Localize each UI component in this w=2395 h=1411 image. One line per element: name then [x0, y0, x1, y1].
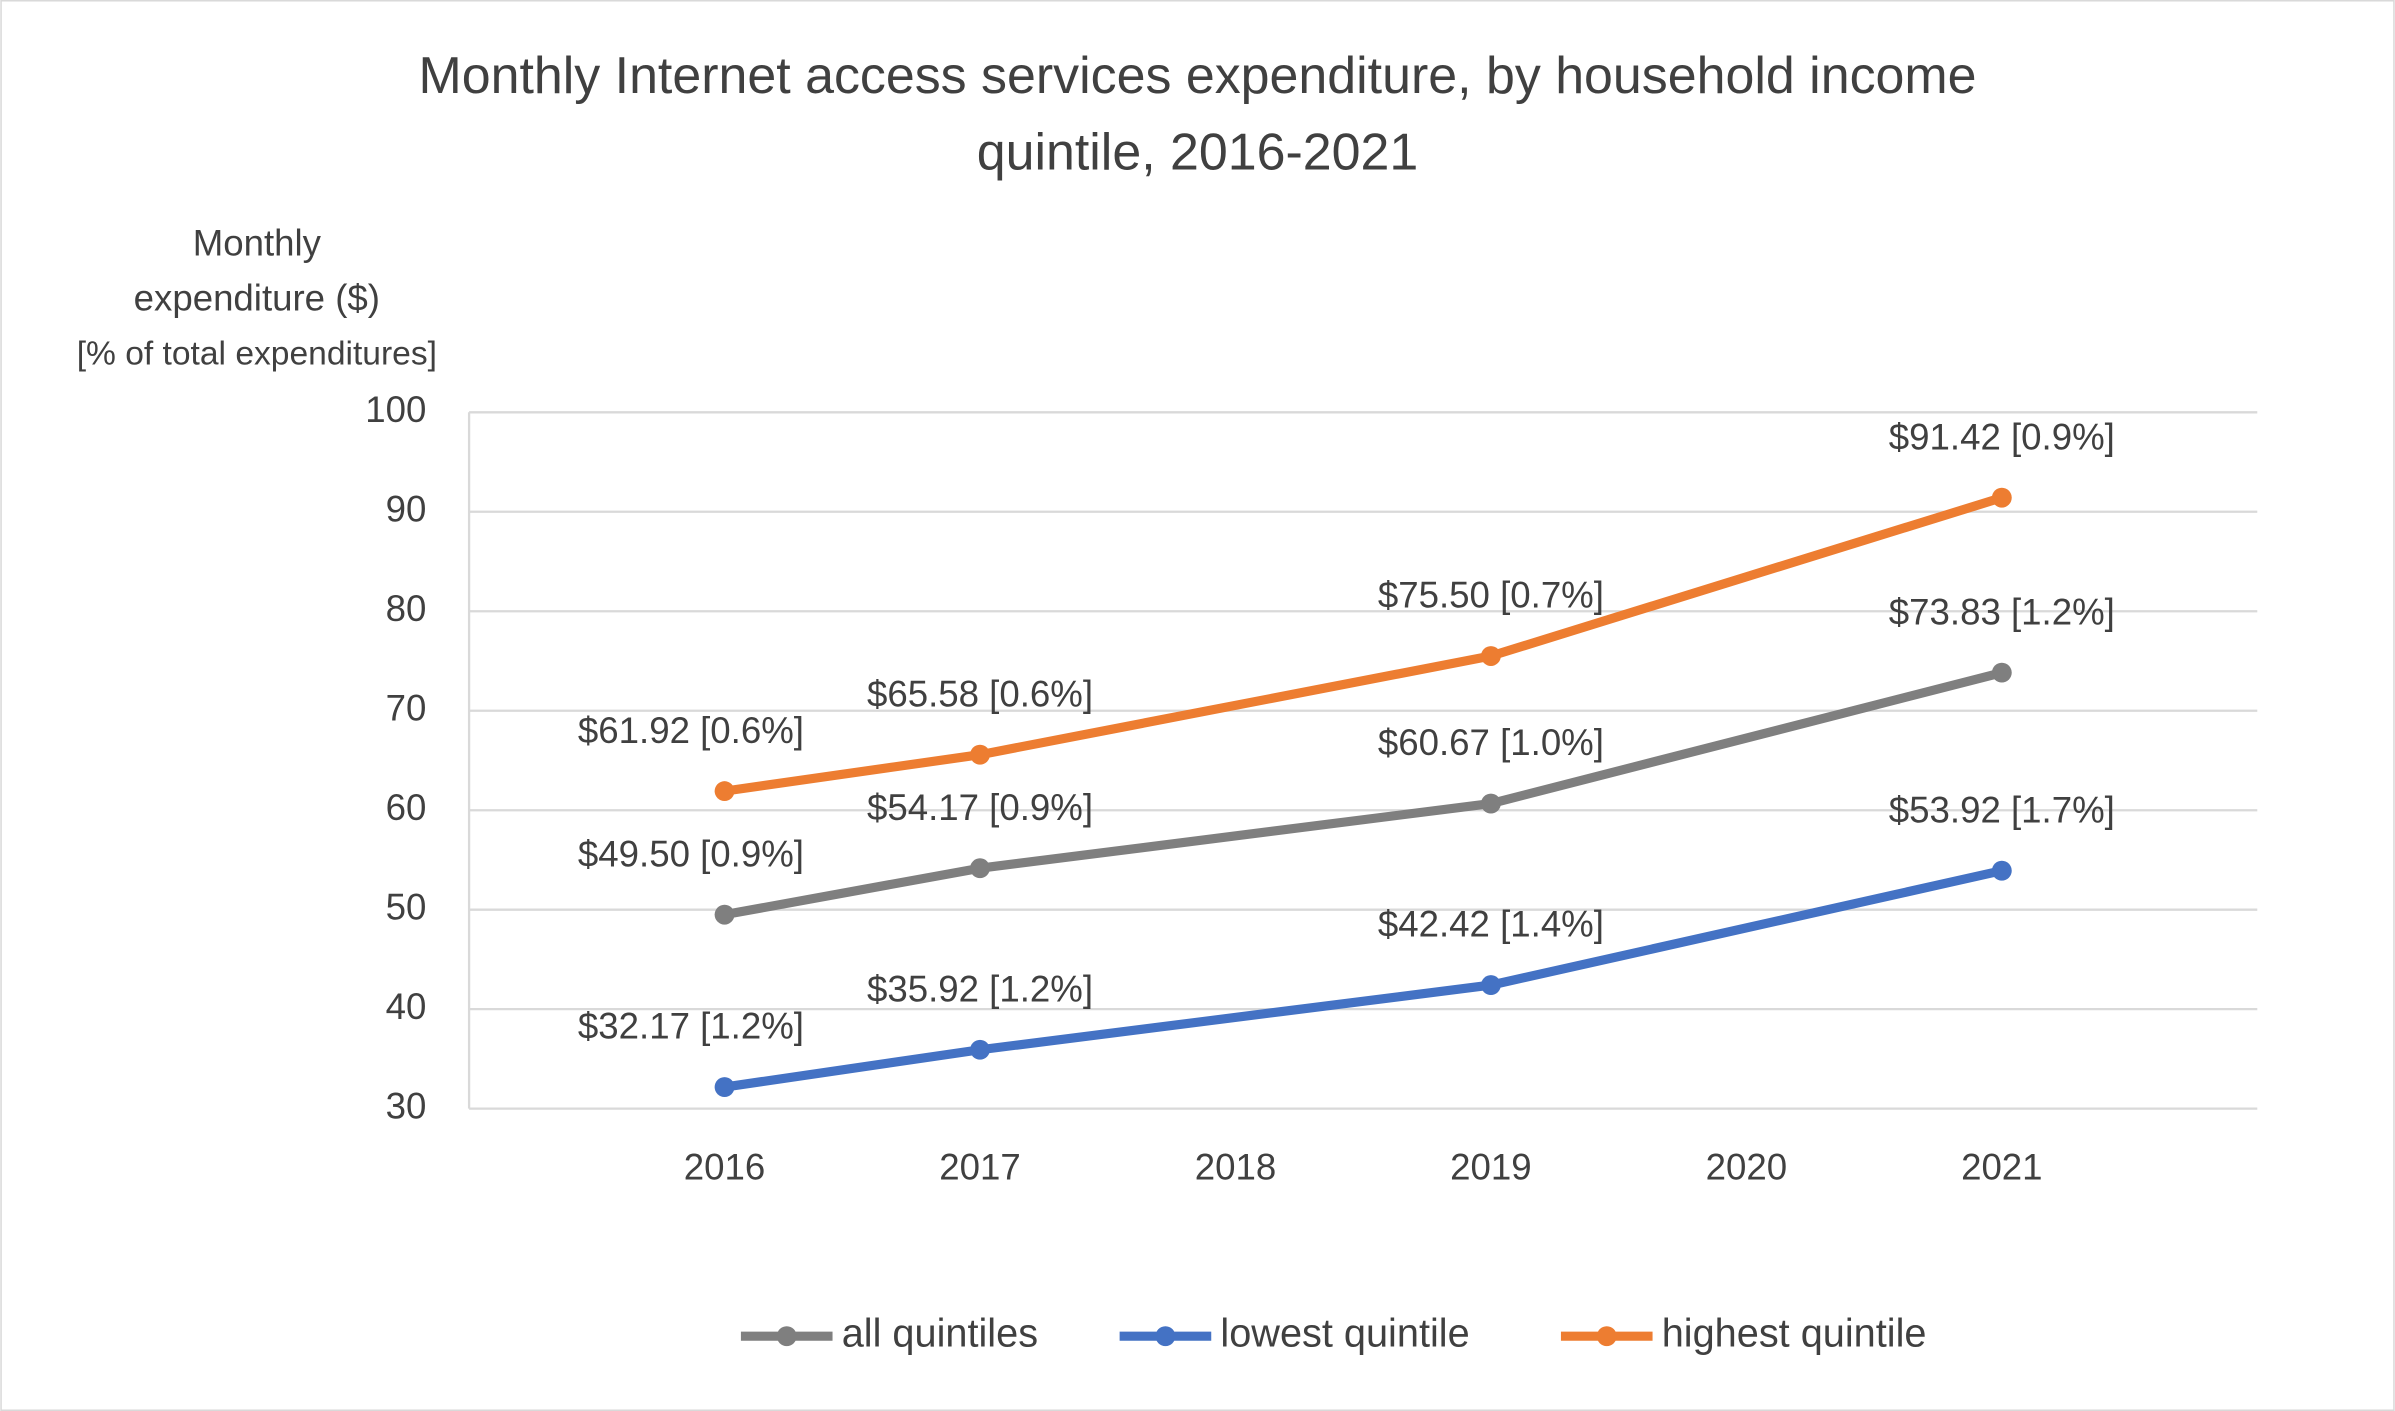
y-tick-label: 80: [386, 588, 427, 629]
x-tick-label: 2018: [1195, 1146, 1276, 1187]
y-tick-label: 30: [386, 1085, 427, 1126]
x-tick-label: 2021: [1961, 1146, 2042, 1187]
y-axis-label: [% of total expenditures]: [77, 336, 437, 373]
legend-label: all quintiles: [842, 1312, 1038, 1356]
data-label: $42.42 [1.4%]: [1378, 904, 1604, 945]
chart-title: Monthly Internet access services expendi…: [418, 47, 1976, 105]
y-tick-label: 70: [386, 687, 427, 728]
series-line: [723, 493, 2004, 796]
series-line: [723, 668, 2003, 920]
y-tick-label: 40: [386, 986, 427, 1027]
data-point: [1480, 646, 1501, 666]
data-label: $91.42 [0.9%]: [1889, 416, 2115, 457]
x-tick-label: 2019: [1450, 1146, 1531, 1187]
data-label: $49.50 [0.9%]: [578, 833, 804, 874]
legend-swatch-dot: [776, 1326, 797, 1347]
y-axis-label: Monthly: [193, 223, 322, 264]
data-label: $35.92 [1.2%]: [867, 968, 1093, 1009]
chart-title: quintile, 2016-2021: [977, 123, 1419, 181]
data-point: [970, 1039, 990, 1060]
data-point: [1480, 975, 1501, 996]
data-label: $54.17 [0.9%]: [867, 787, 1093, 828]
legend-label: lowest quintile: [1220, 1312, 1469, 1356]
x-tick-label: 2016: [684, 1146, 765, 1187]
data-point: [1991, 662, 2012, 683]
data-label: $73.83 [1.2%]: [1889, 591, 2115, 632]
x-tick-label: 2020: [1706, 1146, 1787, 1187]
y-tick-label: 90: [386, 488, 427, 529]
data-label: $32.17 [1.2%]: [578, 1006, 804, 1047]
y-tick-label: 50: [386, 886, 427, 927]
data-point: [714, 904, 735, 925]
data-label: $53.92 [1.7%]: [1889, 789, 2115, 830]
series-line: [723, 866, 2003, 1092]
data-label: $61.92 [0.6%]: [578, 710, 804, 751]
data-label: $75.50 [0.7%]: [1378, 575, 1604, 616]
data-point: [714, 781, 735, 802]
y-axis-label: expenditure ($): [134, 278, 380, 319]
legend-swatch-dot: [1155, 1326, 1176, 1347]
x-tick-label: 2017: [939, 1146, 1020, 1187]
data-label: $60.67 [1.0%]: [1378, 722, 1604, 763]
y-tick-label: 100: [365, 389, 426, 430]
data-label: $65.58 [0.6%]: [867, 673, 1093, 714]
data-point: [1991, 487, 2012, 508]
data-point: [1991, 860, 2012, 881]
data-point: [714, 1077, 735, 1097]
data-point: [970, 744, 990, 765]
y-tick-label: 60: [386, 787, 427, 828]
data-point: [970, 858, 990, 879]
data-point: [1480, 793, 1501, 814]
legend-swatch-dot: [1596, 1326, 1617, 1347]
legend-label: highest quintile: [1662, 1312, 1927, 1356]
